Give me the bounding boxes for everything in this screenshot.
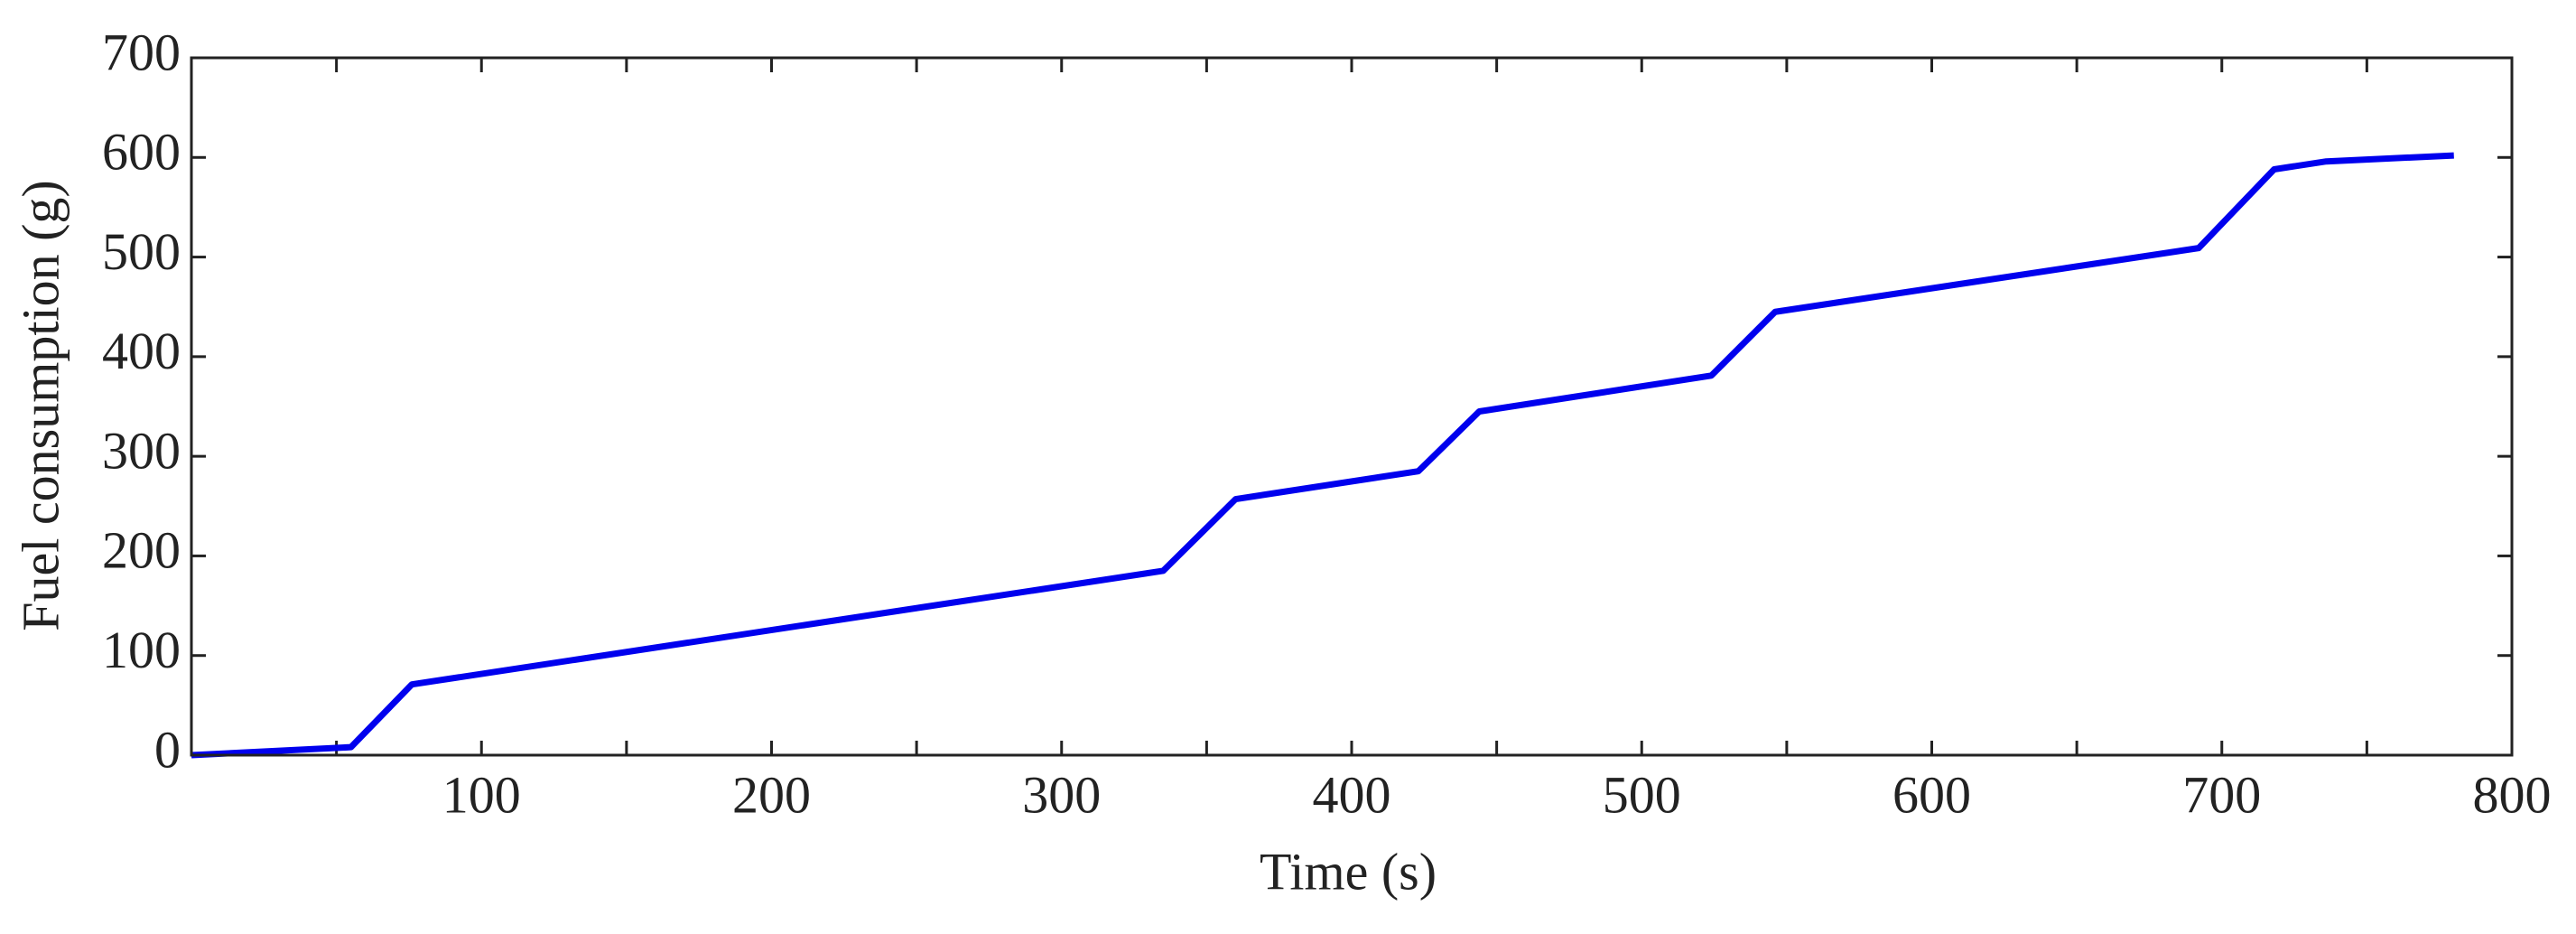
x-axis-label: Time (s) xyxy=(1260,842,1437,901)
x-tick-label: 500 xyxy=(1603,765,1681,824)
x-tick-label: 600 xyxy=(1892,765,1971,824)
x-tick-label: 300 xyxy=(1022,765,1101,824)
y-axis-label: Fuel consumption (g) xyxy=(11,180,70,630)
y-tick-label: 100 xyxy=(102,621,181,679)
line-series xyxy=(191,152,2454,759)
y-tick-label: 600 xyxy=(102,123,181,182)
plot-frame xyxy=(190,56,2514,757)
y-tick-label: 200 xyxy=(102,521,181,580)
x-tick-label: 400 xyxy=(1313,765,1391,824)
y-tick-label: 300 xyxy=(102,421,181,480)
x-tick-label: 700 xyxy=(2182,765,2261,824)
y-tick-label: 400 xyxy=(102,322,181,380)
y-tick-label: 700 xyxy=(102,23,181,81)
y-tick-label: 500 xyxy=(102,222,181,281)
x-tick-label: 200 xyxy=(732,765,811,824)
y-tick-label: 0 xyxy=(154,720,181,779)
x-tick-label: 800 xyxy=(2473,765,2552,824)
x-tick-label: 100 xyxy=(442,765,521,824)
